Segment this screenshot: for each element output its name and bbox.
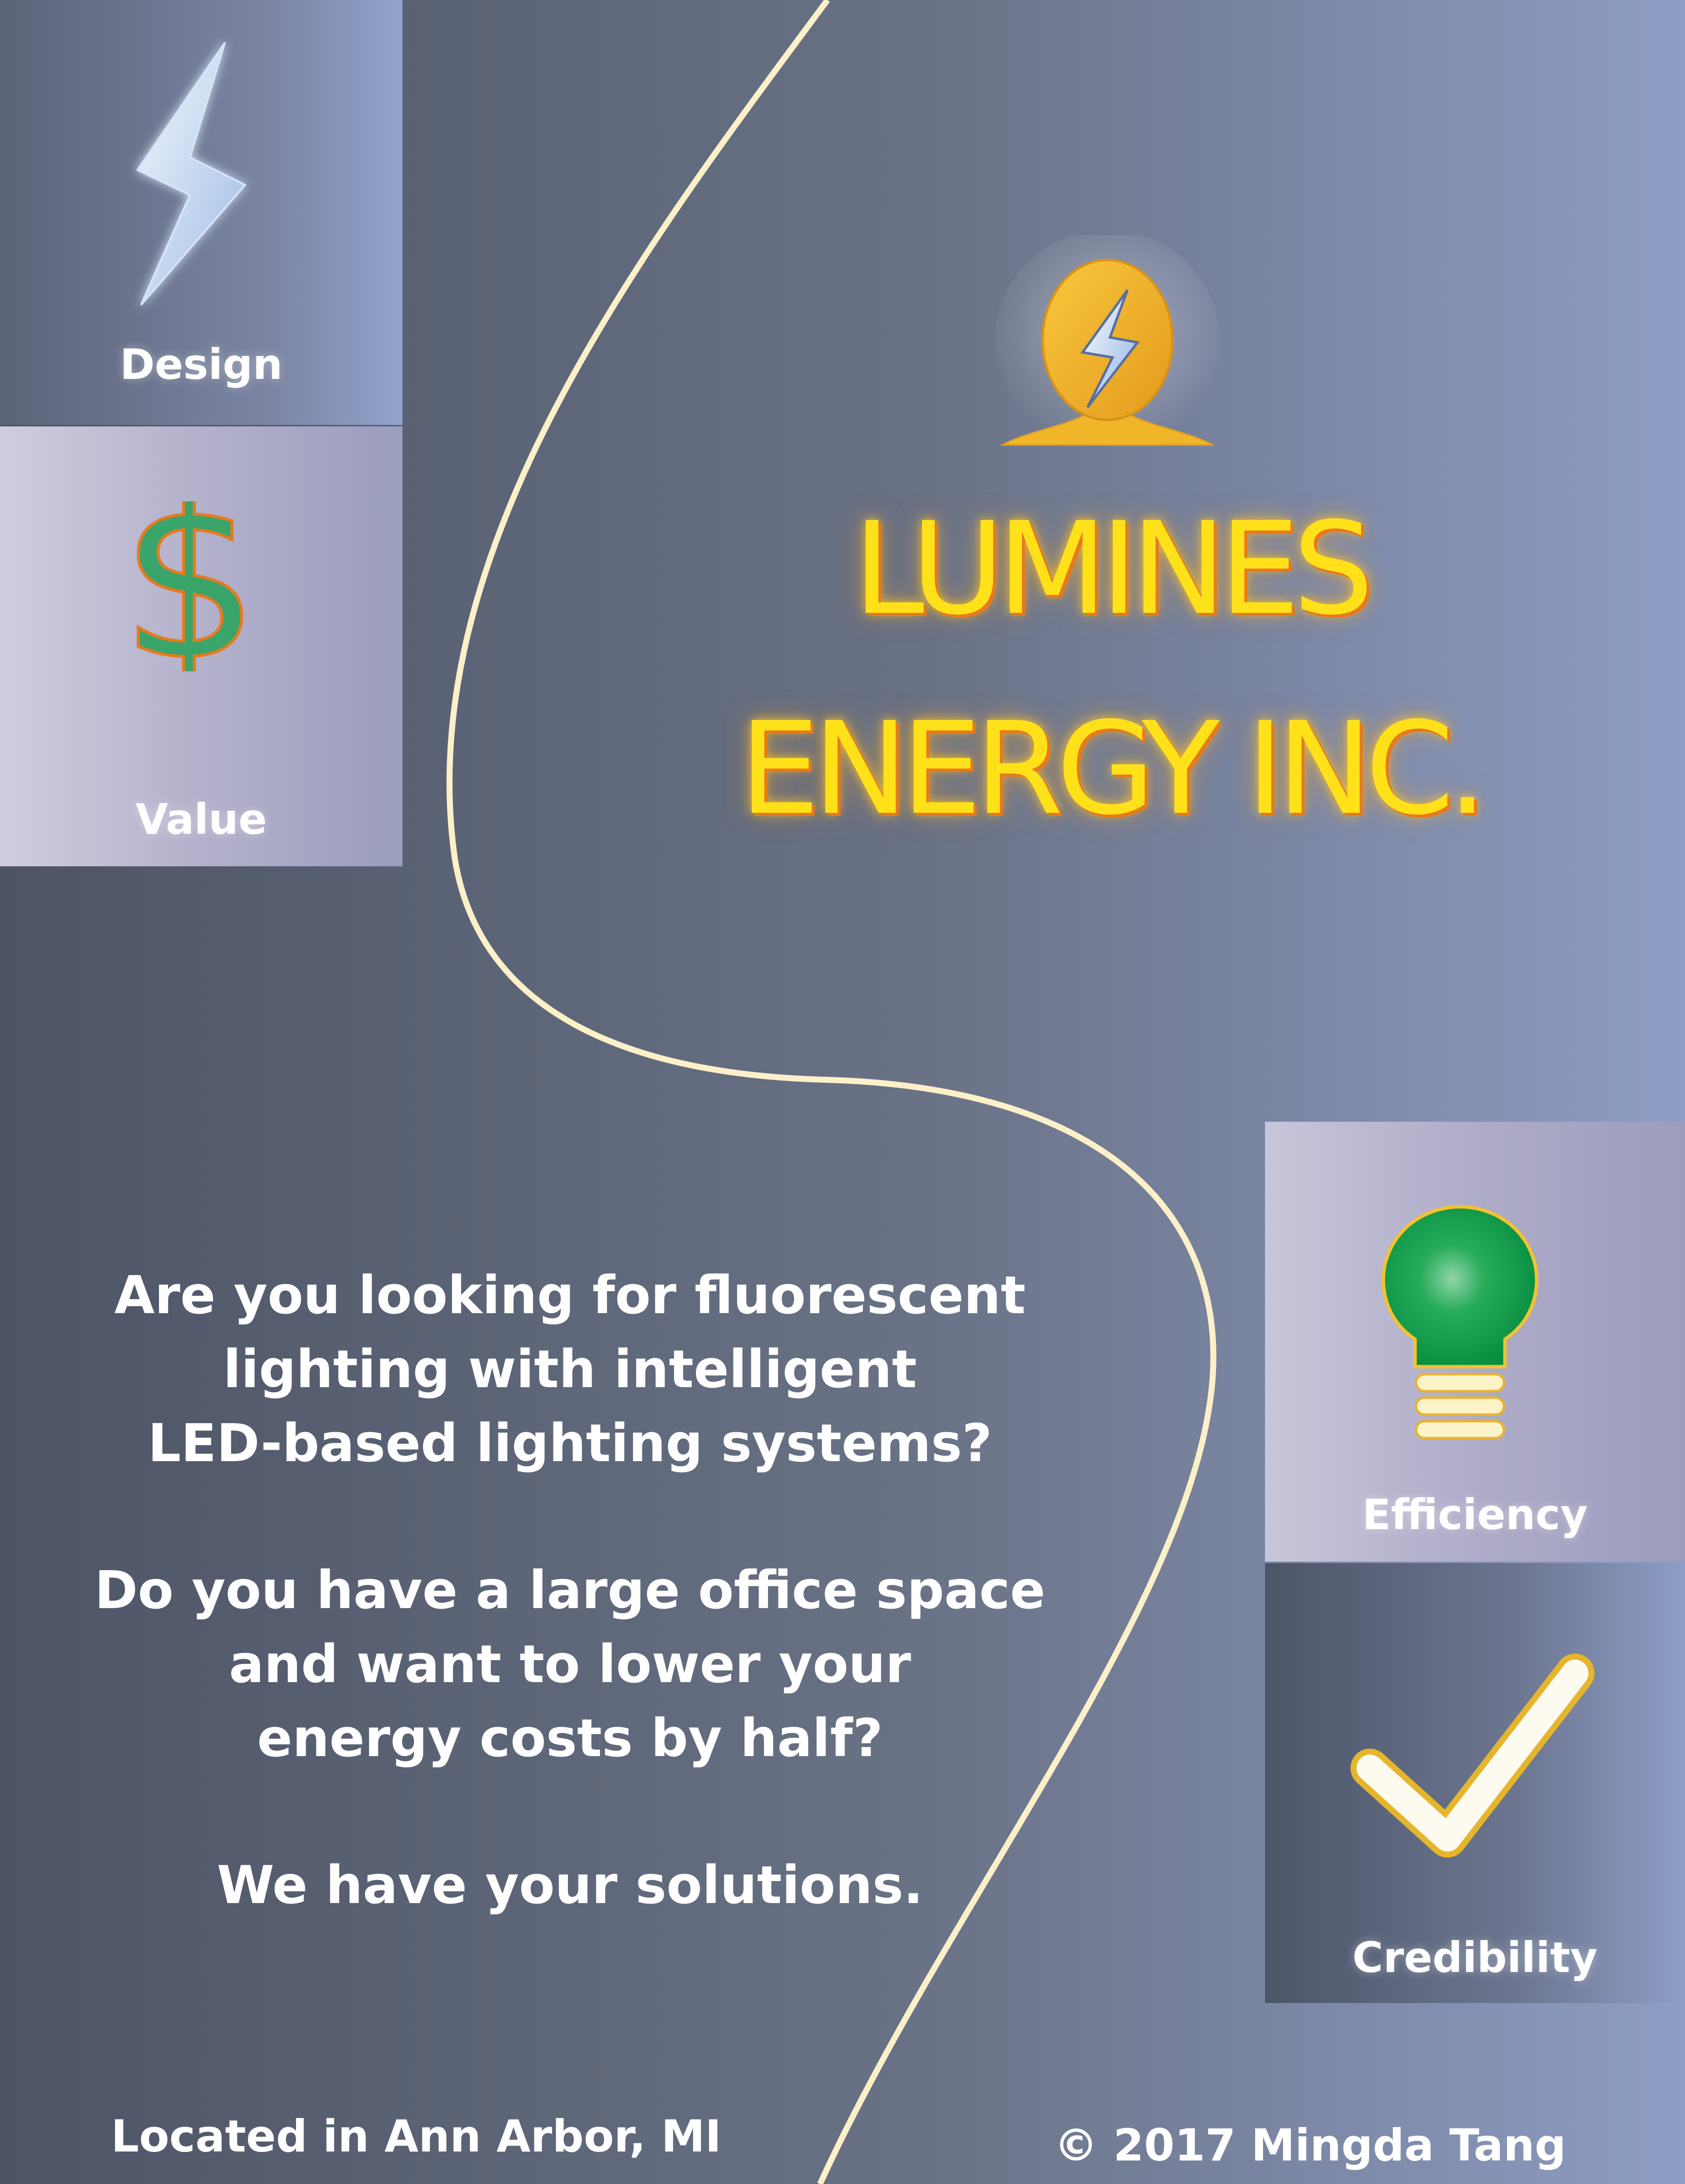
efficiency-label: Efficiency	[1362, 1490, 1588, 1539]
company-name-line-2: ENERGY INC.	[739, 695, 1488, 843]
value-panel: $ Value	[0, 426, 402, 866]
copy-line: lighting with intelligent	[223, 1339, 917, 1400]
copy-line: Are you looking for fluorescent	[114, 1265, 1026, 1326]
credibility-label: Credibility	[1352, 1933, 1598, 1982]
checkmark-icon	[1350, 1654, 1594, 1858]
credibility-panel: Credibility	[1265, 1563, 1685, 2003]
design-label: Design	[120, 340, 283, 389]
copyright-text: © 2017 Mingda Tang	[1054, 2120, 1566, 2171]
copy-line: LED-based lighting systems?	[148, 1413, 992, 1474]
copy-line: energy costs by half?	[257, 1708, 883, 1769]
copy-line: and want to lower your	[228, 1634, 912, 1695]
design-panel: Design	[0, 0, 402, 425]
lightning-bolt-icon	[136, 41, 247, 306]
lightning-egg-logo-icon	[995, 235, 1220, 450]
company-name-line-1: LUMINES	[853, 495, 1374, 643]
light-bulb-icon	[1382, 1205, 1538, 1440]
location-text: Located in Ann Arbor, MI	[111, 2111, 722, 2162]
dollar-glyph: $	[120, 501, 260, 671]
value-label: Value	[136, 795, 267, 844]
copy-line: We have your solutions.	[216, 1855, 924, 1916]
copy-line: Do you have a large office space	[94, 1560, 1046, 1621]
efficiency-panel: Efficiency	[1265, 1122, 1685, 1562]
dollar-sign-icon: $	[118, 501, 262, 671]
